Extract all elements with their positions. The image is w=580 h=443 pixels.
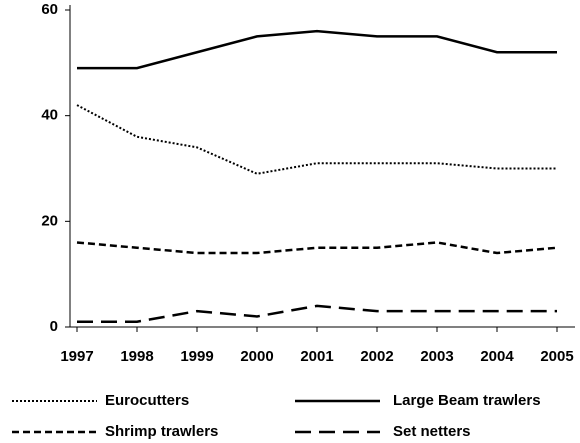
- x-tick-label: 1998: [120, 348, 153, 365]
- x-tick-label: 2001: [300, 348, 333, 365]
- x-tick-label: 2003: [420, 348, 453, 365]
- x-tick-label: 2004: [480, 348, 514, 365]
- legend-label: Set netters: [393, 423, 471, 440]
- y-tick-label: 20: [41, 212, 58, 229]
- series-line: [77, 29, 557, 70]
- series-line: [77, 304, 557, 323]
- x-tick-label: 2005: [540, 348, 573, 365]
- y-tick-label: 40: [41, 107, 58, 124]
- legend-label: Eurocutters: [105, 392, 189, 409]
- series-line: [76, 241, 558, 255]
- x-tick-label: 1997: [60, 348, 93, 365]
- x-tick-label: 2000: [240, 348, 273, 365]
- legend-label: Shrimp trawlers: [105, 423, 218, 440]
- y-tick-label: 60: [41, 1, 58, 18]
- x-tick-label: 2002: [360, 348, 393, 365]
- series-line: [76, 104, 557, 175]
- legend-label: Large Beam trawlers: [393, 392, 541, 409]
- y-tick-label: 0: [50, 318, 58, 335]
- x-tick-label: 1999: [180, 348, 213, 365]
